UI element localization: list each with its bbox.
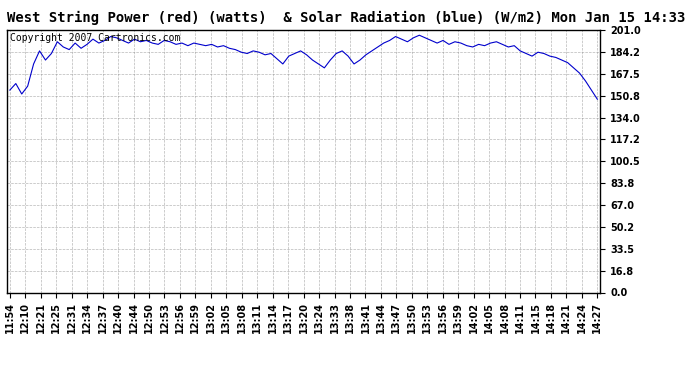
- Text: West String Power (red) (watts)  & Solar Radiation (blue) (W/m2) Mon Jan 15 14:3: West String Power (red) (watts) & Solar …: [7, 11, 685, 26]
- Text: Copyright 2007 Cartronics.com: Copyright 2007 Cartronics.com: [10, 33, 180, 43]
